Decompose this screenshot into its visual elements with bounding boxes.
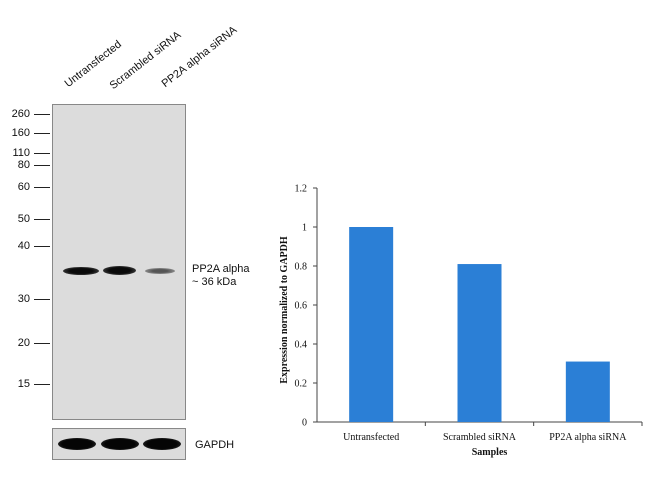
mw-tick-160	[34, 133, 50, 134]
mw-marker-50: 50	[17, 213, 30, 225]
y-axis-title: Expression normalized to GAPDH	[279, 236, 290, 384]
bar-pp2a-alpha-sirna	[565, 361, 610, 422]
mw-tick-80	[34, 165, 50, 166]
gapdh-label: GAPDH	[195, 439, 235, 451]
mw-marker-80: 80	[17, 159, 30, 171]
bar-untransfected	[349, 227, 394, 422]
x-category-label: PP2A alpha siRNA	[549, 432, 627, 443]
gapdh-band-scrambled-sirna	[101, 438, 139, 450]
mw-marker-15: 15	[17, 378, 30, 390]
gapdh-band-untransfected	[58, 438, 96, 450]
y-tick-label: 0.4	[295, 340, 308, 351]
y-tick-label: 0.8	[295, 262, 308, 273]
mw-marker-20: 20	[17, 337, 30, 349]
mw-marker-30: 30	[17, 293, 30, 305]
mw-tick-30	[34, 299, 50, 300]
expression-bar-chart: 0 0.2 0.4 0.6 0.8 1 1.2 Untransfected Scrambled …	[279, 184, 643, 458]
x-category-label: Untransfected	[343, 432, 399, 443]
band-label-kda: ~ 36 kDa	[192, 276, 237, 288]
gapdh-blot-strip	[52, 428, 186, 460]
mw-marker-40: 40	[17, 240, 30, 252]
mw-marker-260: 260	[11, 108, 30, 120]
mw-tick-40	[34, 246, 50, 247]
y-tick-label: 1	[302, 223, 307, 234]
y-tick-label: 1.2	[295, 184, 308, 195]
band-untransfected	[63, 267, 99, 275]
mw-tick-260	[34, 114, 50, 115]
y-tick-label: 0.2	[295, 379, 308, 390]
mw-marker-110: 110	[12, 147, 30, 159]
mw-marker-160: 160	[11, 127, 30, 139]
mw-marker-60: 60	[17, 181, 30, 193]
x-axis-title: Samples	[472, 447, 508, 458]
bar-scrambled-sirna	[457, 264, 502, 422]
y-tick-label: 0.6	[295, 301, 308, 312]
band-label-pp2a-alpha: PP2A alpha	[192, 263, 250, 275]
mw-tick-50	[34, 219, 50, 220]
mw-tick-15	[34, 384, 50, 385]
mw-tick-60	[34, 187, 50, 188]
band-scrambled-sirna	[103, 266, 136, 275]
mw-tick-20	[34, 343, 50, 344]
y-tick-label: 0	[302, 418, 307, 429]
band-pp2a-alpha-sirna	[145, 268, 175, 274]
gapdh-band-pp2a-alpha-sirna	[143, 438, 181, 450]
western-blot-membrane	[52, 104, 186, 420]
x-category-label: Scrambled siRNA	[443, 432, 517, 443]
mw-tick-110	[34, 153, 50, 154]
